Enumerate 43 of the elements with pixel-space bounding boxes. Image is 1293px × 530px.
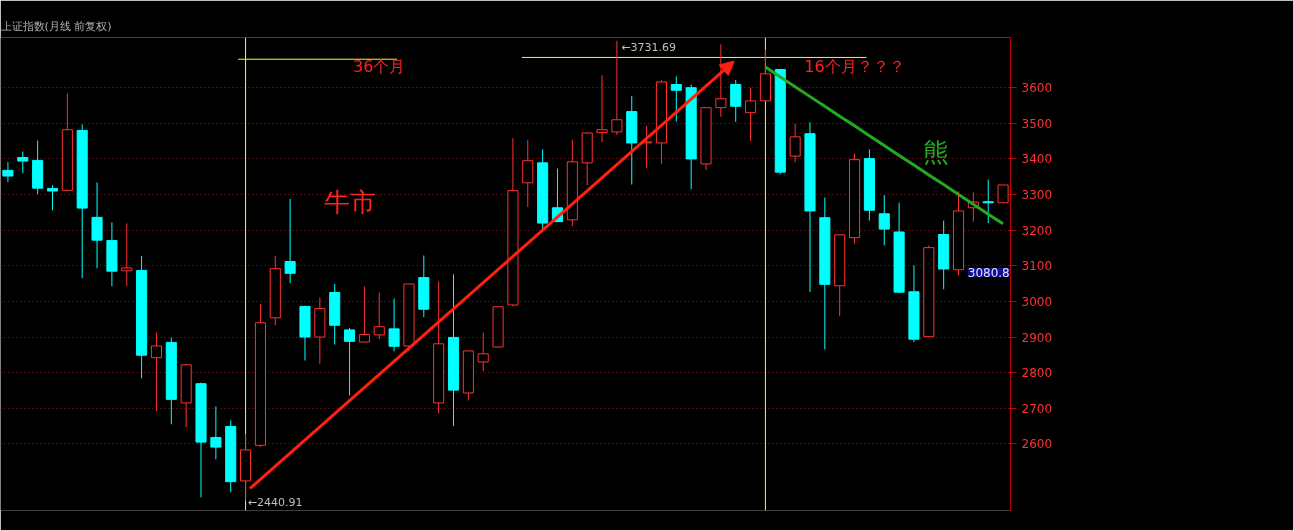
candlestick: [46, 184, 59, 211]
y-tick-label: 2600: [1021, 437, 1053, 452]
candlestick: [358, 285, 370, 343]
y-tick-label: 3100: [1021, 259, 1053, 274]
candlestick: [284, 198, 296, 284]
candlestick: [210, 406, 222, 460]
candlestick: [596, 74, 608, 143]
candlestick: [477, 331, 489, 372]
candlestick: [982, 179, 994, 224]
annotation: ←3731.69: [621, 41, 677, 55]
candlestick: [670, 75, 682, 123]
candlestick: [2, 161, 14, 183]
candlestick: [878, 194, 890, 247]
candlestick: [343, 327, 356, 396]
candlestick: [715, 43, 727, 118]
candlestick: [745, 87, 757, 142]
annotation: 熊: [923, 136, 950, 167]
y-tick-label: 3200: [1021, 223, 1053, 238]
annotation: 3080.8: [967, 266, 1010, 281]
y-tick-label: 3000: [1021, 294, 1053, 309]
candlestick: [641, 125, 653, 169]
y-tick-label: 3400: [1021, 152, 1053, 167]
candlestick: [121, 222, 133, 287]
candlestick: [611, 40, 623, 136]
y-tick-label: 2900: [1021, 330, 1053, 345]
annotation: 36个月: [353, 56, 406, 76]
candlestick: [789, 123, 801, 163]
candlestick: [730, 79, 742, 123]
y-tick-label: 3300: [1021, 188, 1053, 203]
y-tick-label: 2700: [1021, 401, 1053, 416]
candlestick: [17, 150, 29, 174]
y-tick-label: 3500: [1021, 116, 1053, 131]
candlestick: [91, 181, 103, 269]
chart-title: 上证指数(月线 前复权): [0, 19, 112, 33]
annotation: 牛市: [323, 186, 376, 217]
y-tick-label: 2800: [1021, 366, 1053, 381]
y-tick-label: 3600: [1021, 81, 1053, 96]
candlestick: [150, 331, 163, 412]
candlestick: [522, 139, 534, 208]
candlestick: [373, 292, 385, 340]
annotation: 16个月？？？: [804, 56, 905, 76]
annotation: ←2440.91: [247, 495, 303, 509]
candlestick: [388, 298, 400, 352]
